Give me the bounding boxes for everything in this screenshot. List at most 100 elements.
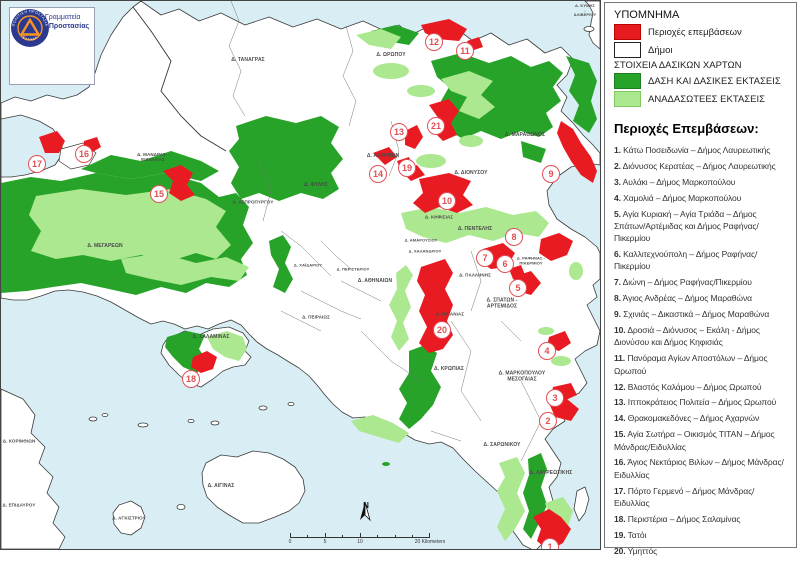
municipality-label: Δ. ΑΧΑΡΝΩΝ (366, 153, 400, 160)
intervention-item: 3. Αυλάκι – Δήμος Μαρκοπούλου (614, 176, 736, 187)
intervention-item-number: 15. (614, 429, 626, 440)
intervention-item-number: 20. (614, 545, 626, 556)
intervention-item-number: 10. (614, 325, 626, 336)
intervention-item-number: 12. (614, 381, 626, 392)
intervention-marker-8: 8 (505, 228, 523, 246)
municipality-label: Δ. ΣΑΡΩΝΙΚΟΥ (483, 442, 521, 449)
municipality-label: Δ. ΦΥΛΗΣ (304, 182, 328, 189)
intervention-item: 13. Ιπποκράτειος Πολιτεία – Δήμος Ωρωπού (614, 397, 777, 408)
intervention-item: 11. Πανόραμα Αγίων Αποστόλων – Δήμος Ωρω… (614, 353, 768, 376)
municipality-label: Δ. ΠΕΡΙΣΤΕΡΙΟΥ (336, 266, 370, 272)
municipality-label: Δ. ΚΟΡΙΝΘΙΩΝ (2, 438, 36, 444)
intervention-marker-20: 20 (433, 321, 451, 339)
municipality-label: Δ. ΜΑΡΚΟΠΟΥΛΟΥ ΜΕΣΟΓΑΙΑΣ (498, 370, 546, 382)
intervention-item: 5. Αγία Κυριακή – Αγία Τριάδα – Δήμος Σπ… (614, 208, 759, 244)
intervention-item-number: 16. (614, 457, 626, 468)
intervention-marker-2: 2 (539, 412, 557, 430)
municipality-label: Δ. ΚΡΩΠΙΑΣ (434, 366, 464, 373)
intervention-marker-19: 19 (398, 159, 416, 177)
scale-bar-line (290, 533, 430, 538)
emblem-text-bottom: ΕΛΛΑΔΑ (22, 35, 38, 41)
logo-org-name: Γενική Γραμματεία Πολιτικής Προστασίας (15, 14, 89, 32)
municipality-label: Δ. ΠΑΙΑΝΙΑΣ (435, 311, 465, 317)
intervention-item-number: 7. (614, 277, 621, 288)
scale-tick-label: 20 Kilometers (414, 539, 446, 545)
intervention-item-number: 11. (614, 353, 626, 364)
legend-row-reforest: ΑΝΑΔΑΣΩΤΕΕΣ ΕΚΤΑΣΕΙΣ (614, 91, 788, 107)
legend-label: Δήμοι (648, 44, 673, 56)
intervention-item: 12. Βλαστός Καλάμου – Δήμος Ωρωπού (614, 381, 762, 392)
municipality-label: Δ. ΕΠΙΔΑΥΡΟΥ (2, 502, 36, 508)
intervention-item: 10. Δροσιά – Διόνυσος – Εκάλη - Δήμος Δι… (614, 325, 760, 348)
intervention-item: 14. Θρακομακεδόνες – Δήμος Αχαρνών (614, 413, 760, 424)
municipality-label: Δ. ΔΙΟΝΥΣΟΥ (454, 170, 488, 177)
municipality-label: Δ. ΚΥΜΗΣ - ΑΛΙΒΕΡΙΟΥ (573, 3, 597, 18)
intervention-swatch (614, 24, 641, 40)
municipality-label: Δ. ΠΕΙΡΑΙΩΣ (302, 314, 330, 320)
intervention-marker-13: 13 (390, 123, 408, 141)
municipality-label: Δ. ΜΑΝΔΡΑΣ - ΕΙΔΥΛΛΙΑΣ (137, 151, 169, 162)
intervention-marker-7: 7 (476, 249, 494, 267)
intervention-item: 18. Περιστέρια – Δήμος Σαλαμίνας (614, 513, 741, 524)
intervention-item-number: 1. (614, 145, 621, 155)
legend-title: ΥΠΟΜΝΗΜΑ (614, 9, 680, 21)
municipality-label: Δ. ΑΜΑΡΟΥΣΙΟΥ (404, 237, 438, 243)
scale-bar: 0 5 10 20 Kilometers (288, 533, 446, 546)
logo-org-line2: Πολιτικής Προστασίας (14, 22, 90, 30)
intervention-item: 15. Αγία Σωτήρα – Οικισμός ΤΙΤΑΝ – Δήμος… (614, 429, 775, 452)
intervention-item-number: 6. (614, 249, 621, 260)
municipality-label: Δ. ΡΑΦΗΝΑΣ - ΠΙΚΕΡΜΙΟΥ (516, 255, 546, 265)
municipality-label: Δ. ΑΣΠΡΟΠΥΡΓΟΥ (232, 199, 274, 205)
intervention-item: 4. Χαμολιά – Δήμος Μαρκοπούλου (614, 192, 742, 203)
intervention-marker-3: 3 (546, 389, 564, 407)
intervention-item-number: 8. (614, 293, 621, 304)
intervention-item-number: 18. (614, 513, 626, 524)
intervention-marker-10: 10 (438, 192, 456, 210)
intervention-item-number: 17. (614, 485, 626, 496)
north-arrow: N (356, 501, 376, 522)
municipality-label: Δ. ΠΑΛΛΗΝΗΣ (459, 272, 491, 278)
scale-tick-label: 0 (288, 539, 292, 545)
municipality-label: Δ. ΧΑΛΑΝΔΡΙΟΥ (408, 248, 442, 254)
intervention-marker-11: 11 (456, 42, 474, 60)
intervention-item-number: 3. (614, 176, 621, 187)
forest-swatch (614, 73, 641, 89)
municipality-label: Δ. ΤΑΝΑΓΡΑΣ (231, 57, 265, 64)
intervention-item: 20. Υμηττός (614, 545, 658, 556)
municipality-swatch (614, 42, 641, 58)
intervention-marker-5: 5 (509, 279, 527, 297)
intervention-item-number: 19. (614, 529, 626, 540)
boundary-layer (132, 1, 542, 462)
intervention-marker-16: 16 (75, 145, 93, 163)
intervention-item: 17. Πόρτο Γερμενό – Δήμος Μάνδρας/Ειδυλλ… (614, 485, 755, 508)
scale-tick-label: 10 (357, 539, 363, 545)
interventions-list: 1. Κάτω Ποσειδωνία – Δήμος Λαυρεωτικής 2.… (614, 144, 788, 561)
intervention-item: 19. Τατόι (614, 529, 647, 540)
intervention-marker-1: 1 (541, 538, 559, 549)
reforestation-layer (29, 29, 583, 541)
legend-label: Περιοχές επεμβάσεων (648, 26, 742, 38)
intervention-item: 6. Καλλιτεχνούπολη – Δήμος Ραφήνας/Πικερ… (614, 249, 758, 272)
map-region: Δ. ΤΑΝΑΓΡΑΣ Δ. ΚΥΜΗΣ - ΑΛΙΒΕΡΙΟΥ Δ. ΩΡΩΠΟΥ… (0, 0, 601, 550)
legend-row-forest: ΔΑΣΗ ΚΑΙ ΔΑΣΙΚΕΣ ΕΚΤΑΣΕΙΣ (614, 73, 788, 89)
intervention-marker-21: 21 (427, 117, 445, 135)
legend-heading: ΣΤΟΙΧΕΙΑ ΔΑΣΙΚΩΝ ΧΑΡΤΩΝ (614, 60, 742, 71)
intervention-item: 16. Άγιος Νεκτάριος Βιλίων – Δήμος Μάνδρ… (614, 457, 784, 480)
legend-row-interventions: Περιοχές επεμβάσεων (614, 24, 788, 40)
intervention-item: 9. Σχινιάς – Δικαστικά – Δήμος Μαραθώνα (614, 309, 770, 320)
north-needle-icon (360, 501, 371, 522)
side-panel: ΥΠΟΜΝΗΜΑ Περιοχές επεμβάσεων Δήμοι ΣΤΟΙΧ… (604, 2, 797, 556)
municipality-label: Δ. ΠΕΝΤΕΛΗΣ (457, 226, 493, 233)
intervention-marker-9: 9 (542, 165, 560, 183)
intervention-item-number: 13. (614, 397, 626, 408)
municipality-label: Δ. ΣΠΑΤΩΝ - ΑΡΤΕΜΙΔΟΣ (486, 297, 518, 309)
intervention-marker-14: 14 (369, 165, 387, 183)
municipality-label: Δ. ΑΓΚΙΣΤΡΙΟΥ (112, 515, 146, 521)
intervention-item: 2. Διόνυσος Κερατέας – Δήμος Λαυρεωτικής (614, 160, 776, 171)
intervention-item: 8. Άγιος Ανδρέας – Δήμος Μαραθώνα (614, 293, 752, 304)
scale-tick-label: 5 (323, 539, 327, 545)
municipality-label: Δ. ΚΗΦΙΣΙΑΣ (424, 214, 454, 220)
intervention-item-number: 5. (614, 208, 621, 219)
scale-labels: 0 5 10 20 Kilometers (288, 538, 446, 546)
intervention-item-number: 14. (614, 413, 626, 424)
